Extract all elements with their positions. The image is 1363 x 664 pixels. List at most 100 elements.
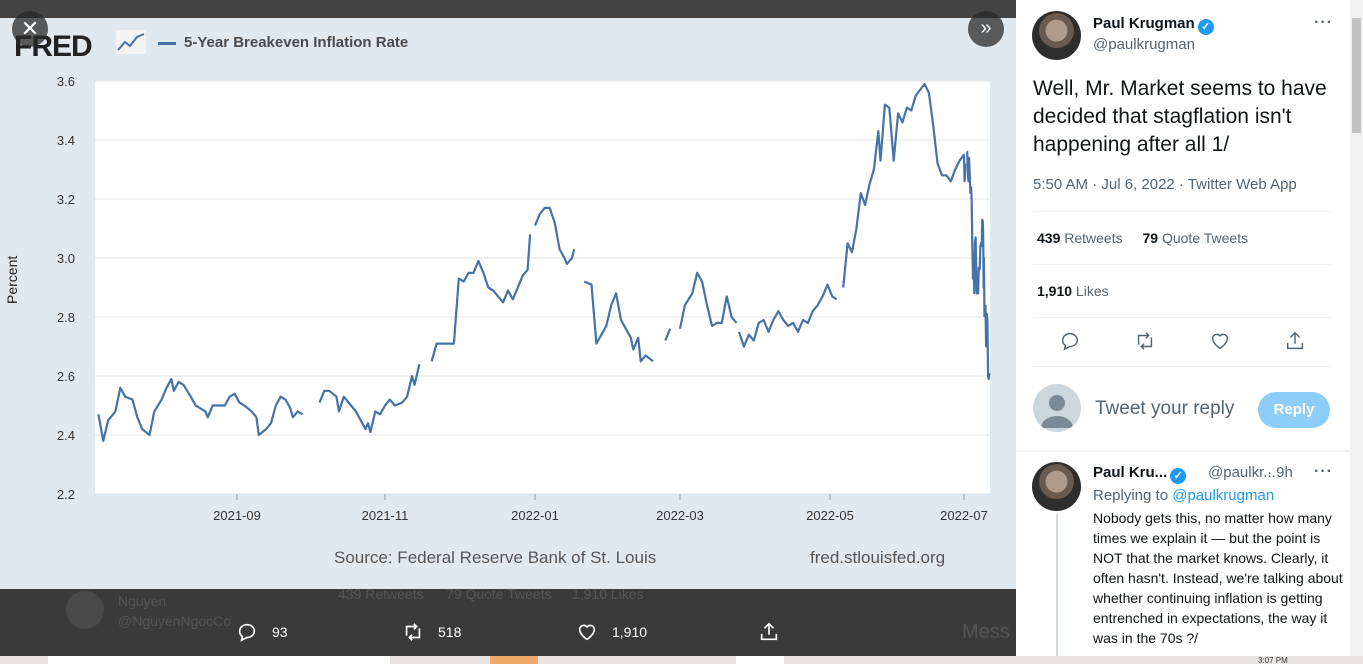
- replying-prefix: Replying to: [1093, 487, 1173, 504]
- tweet-meta[interactable]: 5:50 AM · Jul 6, 2022 · Twitter Web App: [1033, 176, 1297, 193]
- thread-connector-line: [1056, 514, 1058, 656]
- author-name[interactable]: Paul Krugman ✓: [1093, 15, 1214, 35]
- current-user-avatar[interactable]: [1033, 384, 1081, 432]
- chart-source-url: fred.stlouisfed.org: [810, 548, 946, 567]
- share-stat[interactable]: [758, 610, 794, 654]
- quotes-number: 79: [1142, 230, 1159, 246]
- ghost-name: Nguyen: [118, 593, 167, 609]
- y-tick-label: 3.2: [57, 192, 75, 207]
- ghost-avatar: [66, 591, 104, 629]
- series-line-segment: [664, 328, 672, 342]
- series-line-segment: [678, 271, 738, 330]
- ghost-retweets: 439 Retweets: [338, 586, 424, 602]
- y-tick-label: 2.2: [57, 487, 75, 502]
- plot-area: [95, 81, 990, 494]
- retweets-label: Retweets: [1060, 230, 1123, 246]
- taskbar-item[interactable]: [490, 656, 538, 664]
- y-axis-label: Percent: [4, 255, 20, 304]
- taskbar-item[interactable]: [736, 656, 784, 664]
- series-line-segment: [97, 377, 304, 442]
- chart-svg: 2.2 2.4 2.6 2.8 3.0 3.2 3.4 3.6 2021-09 2021-11 20…: [57, 74, 991, 523]
- author-avatar[interactable]: [1032, 11, 1081, 60]
- likes-label: Likes: [1072, 283, 1109, 299]
- retweets-count: 518: [438, 624, 462, 640]
- divider: [1016, 450, 1350, 452]
- quotes-link[interactable]: 79 Quote Tweets: [1143, 230, 1249, 246]
- chart-source: Source: Federal Reserve Bank of St. Loui…: [334, 548, 657, 567]
- reply-author-handle[interactable]: @paulkr...: [1208, 464, 1276, 481]
- reply-input[interactable]: Tweet your reply: [1095, 398, 1235, 419]
- retweet-action-icon[interactable]: [1134, 330, 1156, 352]
- x-tick-label: 2022-05: [806, 508, 854, 523]
- likes-link[interactable]: 1,910 Likes: [1037, 283, 1109, 299]
- chart-legend: 5-Year Breakeven Inflation Rate: [158, 34, 408, 51]
- reply-time[interactable]: · 9h: [1267, 464, 1293, 481]
- series-line-segment: [583, 280, 654, 363]
- y-tick-label: 2.4: [57, 428, 75, 443]
- expand-panel-button[interactable]: »: [968, 11, 1004, 47]
- more-options-icon[interactable]: ···: [1314, 14, 1333, 31]
- likes-stat[interactable]: 1,910: [576, 610, 647, 654]
- default-user-icon: [1041, 395, 1073, 428]
- reply-action-icon[interactable]: [1059, 330, 1081, 352]
- retweet-icon: [405, 623, 421, 641]
- series-line-segment: [966, 150, 980, 295]
- y-tick-label: 2.8: [57, 310, 75, 325]
- legend-line-swatch: [158, 41, 176, 45]
- like-action-icon[interactable]: [1209, 330, 1231, 352]
- tweet-detail-panel: Paul Krugman ✓ @paulkrugman ··· Well, Mr.…: [1016, 0, 1350, 656]
- share-action-icon[interactable]: [1284, 330, 1306, 352]
- close-icon: ✕: [20, 16, 40, 41]
- divider: [1033, 211, 1333, 212]
- background-page: Nguyen @NguyenNgocCo 439 Retweets 79 Quo…: [0, 586, 1016, 664]
- x-tick-label: 2022-03: [656, 508, 704, 523]
- double-chevron-icon: »: [980, 17, 992, 39]
- divider: [1033, 366, 1333, 367]
- share-icon: [760, 622, 778, 641]
- reply-icon: [238, 623, 256, 642]
- y-tick-label: 2.6: [57, 369, 75, 384]
- replying-to-link[interactable]: @paulkrugman: [1172, 487, 1275, 504]
- ghost-likes: 1,910 Likes: [572, 586, 644, 602]
- author-handle[interactable]: @paulkrugman: [1093, 36, 1195, 53]
- series-line-segment: [318, 363, 421, 434]
- fred-logo-chart-icon: [116, 30, 146, 54]
- replying-to: Replying to @paulkrugman: [1093, 487, 1274, 504]
- media-stats-bar: 93 518 1,910: [0, 610, 1016, 654]
- likes-number: 1,910: [1037, 283, 1073, 299]
- reply-author-avatar[interactable]: [1032, 462, 1081, 511]
- scrollbar[interactable]: [1350, 0, 1363, 656]
- tweet-text: Well, Mr. Market seems to have decided t…: [1033, 77, 1327, 156]
- series-line-segment: [737, 283, 838, 348]
- divider: [1033, 317, 1333, 318]
- taskbar-item[interactable]: [48, 656, 390, 664]
- reply-button[interactable]: Reply: [1258, 392, 1330, 428]
- y-tick-label: 3.0: [57, 251, 75, 266]
- ghost-messages: Mess: [962, 621, 1010, 643]
- x-tick-label: 2022-01: [511, 508, 559, 523]
- media-viewer: Nguyen @NguyenNgocCo 439 Retweets 79 Quo…: [0, 0, 1016, 664]
- ghost-handle: @NguyenNgocCo: [118, 613, 232, 629]
- retweets-number: 439: [1037, 230, 1061, 246]
- series-line-segment: [430, 234, 532, 362]
- retweets-stat[interactable]: 518: [402, 610, 461, 654]
- x-tick-label: 2021-09: [213, 508, 261, 523]
- x-tick-label: 2021-11: [362, 508, 409, 523]
- series-line-segment: [842, 82, 967, 288]
- verified-icon: ✓: [1170, 468, 1187, 484]
- scrollbar-thumb[interactable]: [1352, 18, 1361, 133]
- taskbar: [0, 656, 1363, 664]
- replies-stat[interactable]: 93: [236, 610, 288, 654]
- more-options-icon[interactable]: ···: [1314, 463, 1333, 480]
- viewer-top-strip: [0, 0, 1016, 18]
- close-viewer-button[interactable]: ✕: [12, 11, 48, 47]
- reply-author-name-text: Paul Kru...: [1093, 464, 1168, 481]
- reply-author-name[interactable]: Paul Kru... ✓: [1093, 464, 1187, 484]
- series-line-segment: [984, 305, 991, 381]
- replies-count: 93: [272, 624, 288, 640]
- reply-text: Nobody gets this, no matter how many tim…: [1093, 510, 1343, 646]
- retweets-link[interactable]: 439 Retweets: [1037, 230, 1123, 246]
- x-tick-label: 2022-07: [940, 508, 988, 523]
- series-line-segment: [533, 206, 576, 265]
